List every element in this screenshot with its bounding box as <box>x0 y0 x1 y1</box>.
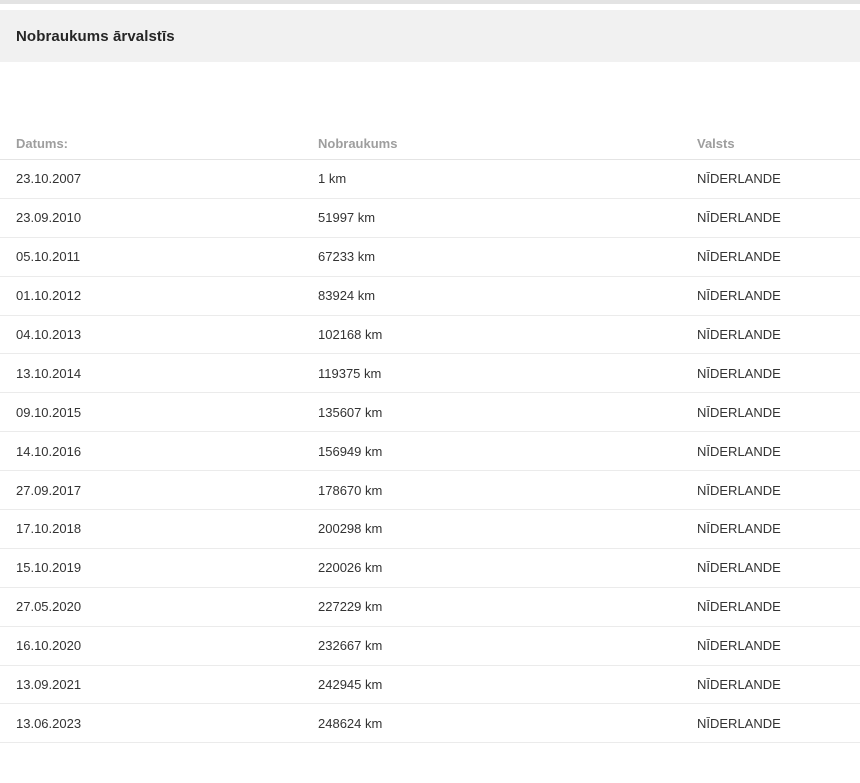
table-row: 13.10.2014 119375 km NĪDERLANDE <box>0 354 860 394</box>
top-strip <box>0 0 860 4</box>
top-gap <box>0 4 860 10</box>
panel-header: Nobraukums ārvalstīs <box>0 10 860 62</box>
cell-mileage: 200298 km <box>318 521 383 537</box>
cell-date: 13.06.2023 <box>16 715 82 731</box>
column-header-date: Datums: <box>16 136 69 151</box>
table-row: 16.10.2020 232667 km NĪDERLANDE <box>0 627 860 666</box>
table-row: 09.10.2015 135607 km NĪDERLANDE <box>0 393 860 433</box>
cell-mileage: 156949 km <box>318 443 383 459</box>
table-row: 13.09.2021 242945 km NĪDERLANDE <box>0 666 860 705</box>
cell-date: 14.10.2016 <box>16 443 82 459</box>
cell-mileage: 1 km <box>318 171 347 187</box>
cell-date: 13.10.2014 <box>16 365 82 381</box>
cell-date: 05.10.2011 <box>16 249 81 265</box>
cell-country: NĪDERLANDE <box>697 560 781 576</box>
table-row: 17.10.2018 200298 km NĪDERLANDE <box>0 510 860 549</box>
table-row: 27.05.2020 227229 km NĪDERLANDE <box>0 588 860 627</box>
cell-date: 17.10.2018 <box>16 521 82 537</box>
table-row: 27.09.2017 178670 km NĪDERLANDE <box>0 471 860 511</box>
cell-country: NĪDERLANDE <box>697 365 781 381</box>
cell-mileage: 67233 km <box>318 249 376 265</box>
cell-country: NĪDERLANDE <box>697 521 781 537</box>
cell-mileage: 220026 km <box>318 560 383 576</box>
cell-date: 27.05.2020 <box>16 599 82 615</box>
table-body: 23.10.2007 1 km NĪDERLANDE 23.09.2010 51997 … <box>0 160 860 744</box>
cell-mileage: 227229 km <box>318 599 383 615</box>
cell-country: NĪDERLANDE <box>697 288 781 304</box>
table-row: 23.10.2007 1 km NĪDERLANDE <box>0 160 860 199</box>
pre-table-gap <box>0 62 860 128</box>
table-row: 05.10.2011 67233 km NĪDERLANDE <box>0 238 860 277</box>
column-header-mileage: Nobraukums <box>318 136 398 151</box>
cell-country: NĪDERLANDE <box>697 404 781 420</box>
cell-mileage: 119375 km <box>318 365 382 381</box>
cell-country: NĪDERLANDE <box>697 249 781 265</box>
cell-date: 09.10.2015 <box>16 404 82 420</box>
mileage-table: Datums: Nobraukums Valsts 23.10.2007 1 km… <box>0 128 860 744</box>
cell-date: 01.10.2012 <box>16 288 82 304</box>
table-row: 23.09.2010 51997 km NĪDERLANDE <box>0 199 860 238</box>
cell-mileage: 242945 km <box>318 677 383 693</box>
table-row: 01.10.2012 83924 km NĪDERLANDE <box>0 277 860 316</box>
cell-mileage: 232667 km <box>318 638 383 654</box>
cell-mileage: 83924 km <box>318 288 376 304</box>
cell-country: NĪDERLANDE <box>697 715 781 731</box>
column-header-country: Valsts <box>697 136 735 151</box>
cell-country: NĪDERLANDE <box>697 638 781 654</box>
table-row: 13.06.2023 248624 km NĪDERLANDE <box>0 704 860 744</box>
cell-mileage: 248624 km <box>318 715 383 731</box>
cell-date: 27.09.2017 <box>16 482 82 498</box>
cell-date: 16.10.2020 <box>16 638 82 654</box>
table-row: 15.10.2019 220026 km NĪDERLANDE <box>0 549 860 588</box>
cell-mileage: 102168 km <box>318 327 383 342</box>
cell-date: 15.10.2019 <box>16 560 82 576</box>
cell-country: NĪDERLANDE <box>697 210 781 226</box>
cell-country: NĪDERLANDE <box>697 171 781 187</box>
table-row: 14.10.2016 156949 km NĪDERLANDE <box>0 432 860 472</box>
cell-country: NĪDERLANDE <box>697 327 781 342</box>
table-row: 04.10.2013 102168 km NĪDERLANDE <box>0 316 860 355</box>
cell-mileage: 51997 km <box>318 210 376 226</box>
cell-mileage: 135607 km <box>318 404 383 420</box>
cell-date: 23.10.2007 <box>16 171 82 187</box>
cell-country: NĪDERLANDE <box>697 599 781 615</box>
cell-country: NĪDERLANDE <box>697 443 781 459</box>
cell-date: 13.09.2021 <box>16 677 82 693</box>
cell-country: NĪDERLANDE <box>697 677 781 693</box>
table-header-row: Datums: Nobraukums Valsts <box>0 128 860 160</box>
cell-country: NĪDERLANDE <box>697 482 781 498</box>
cell-mileage: 178670 km <box>318 482 383 498</box>
cell-date: 04.10.2013 <box>16 327 82 342</box>
page-title: Nobraukums ārvalstīs <box>16 27 175 45</box>
cell-date: 23.09.2010 <box>16 210 82 226</box>
